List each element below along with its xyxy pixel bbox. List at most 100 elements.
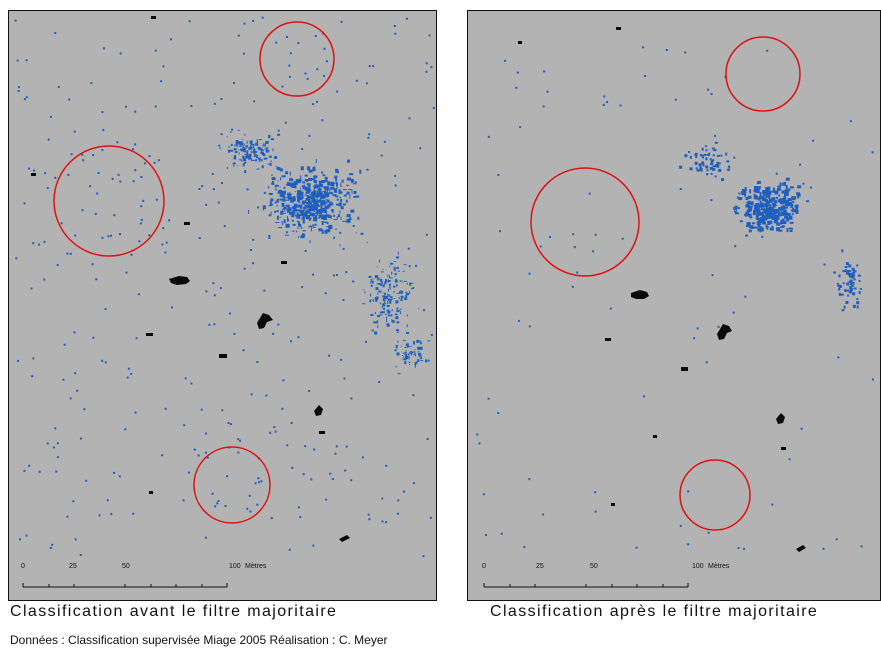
blue-pixel: [230, 131, 232, 133]
black-patch: [314, 405, 323, 416]
blue-pixel: [781, 218, 785, 223]
blue-pixel: [397, 512, 399, 515]
blue-pixel: [157, 159, 160, 162]
blue-pixel: [797, 196, 800, 199]
blue-pixel: [288, 64, 291, 67]
blue-pixel: [260, 148, 263, 151]
blue-pixel: [274, 210, 277, 213]
blue-pixel: [142, 199, 145, 202]
blue-pixel: [394, 314, 398, 316]
blue-pixel: [759, 200, 762, 204]
blue-pixel: [309, 225, 312, 228]
blue-pixel: [25, 534, 28, 537]
blue-pixel: [138, 240, 141, 243]
blue-pixel: [324, 194, 328, 198]
blue-pixel: [783, 196, 787, 201]
blue-pixel: [102, 129, 105, 131]
blue-pixel: [269, 162, 272, 166]
blue-pixel: [219, 287, 222, 290]
blue-pixel: [250, 150, 252, 154]
blue-pixel: [265, 140, 269, 144]
blue-pixel: [758, 226, 762, 231]
blue-pixel: [390, 298, 394, 300]
blue-pixel: [782, 221, 787, 224]
blue-pixel: [43, 240, 46, 243]
blue-pixel: [762, 221, 766, 225]
blue-pixel: [688, 151, 691, 153]
blue-pixel: [190, 105, 193, 107]
blue-pixel: [848, 280, 851, 283]
blue-pixel: [761, 195, 764, 200]
blue-pixel: [425, 359, 428, 363]
blue-pixel: [250, 249, 252, 251]
blue-pixel: [331, 478, 334, 480]
blue-pixel: [385, 279, 387, 283]
blue-pixel: [773, 209, 778, 213]
blue-pixel: [334, 188, 337, 193]
blue-pixel: [296, 179, 301, 184]
blue-pixel: [594, 233, 597, 236]
blue-pixel: [398, 291, 400, 294]
map-caption-after: Classification après le filtre majoritai…: [490, 603, 819, 620]
blue-pixel: [751, 225, 754, 230]
blue-pixel: [708, 152, 711, 155]
blue-pixel: [56, 456, 59, 459]
black-patch: [605, 338, 611, 341]
blue-pixel: [370, 314, 374, 316]
blue-pixel: [275, 200, 277, 203]
blue-pixel: [313, 185, 315, 190]
blue-pixel: [309, 240, 311, 244]
blue-pixel: [218, 144, 221, 147]
blue-pixel: [712, 154, 715, 157]
blue-pixel: [845, 301, 849, 304]
blue-pixel: [286, 36, 288, 38]
blue-pixel: [335, 176, 338, 181]
blue-pixel: [800, 427, 803, 430]
blue-pixel: [371, 329, 374, 332]
blue-pixel: [322, 186, 324, 188]
blue-pixel: [823, 263, 826, 266]
blue-pixel: [243, 22, 246, 25]
blue-pixel: [705, 145, 708, 148]
blue-pixel: [791, 196, 796, 201]
blue-pixel: [398, 270, 400, 272]
blue-pixel: [254, 482, 257, 485]
blue-pixel: [427, 340, 431, 342]
blue-pixel: [388, 308, 389, 310]
blue-pixel: [846, 282, 850, 286]
blue-pixel: [301, 210, 305, 211]
blue-pixel: [399, 308, 402, 310]
blue-pixel: [68, 98, 71, 101]
blue-pixel: [211, 492, 214, 495]
blue-pixel: [299, 214, 301, 219]
blue-pixel: [314, 215, 317, 220]
blue-pixel: [313, 194, 317, 196]
blue-pixel: [837, 356, 840, 359]
blue-pixel: [378, 277, 380, 280]
blue-pixel: [221, 409, 224, 412]
blue-pixel: [788, 188, 791, 192]
blue-pixel: [387, 274, 389, 277]
blue-pixel: [275, 165, 277, 167]
blue-pixel: [286, 444, 289, 447]
blue-pixel: [187, 471, 190, 474]
blue-pixel: [309, 207, 313, 212]
blue-pixel: [389, 299, 392, 301]
blue-pixel: [377, 275, 379, 279]
blue-pixel: [769, 212, 774, 215]
blue-pixel: [38, 243, 41, 246]
blue-pixel: [786, 218, 790, 222]
blue-pixel: [234, 155, 237, 158]
blue-pixel: [323, 74, 325, 77]
blue-pixel: [396, 310, 400, 313]
blue-pixel: [331, 209, 334, 212]
blue-pixel: [851, 267, 855, 271]
blue-pixel: [320, 194, 323, 199]
blue-pixel: [404, 352, 407, 353]
blue-pixel: [749, 216, 753, 219]
scale-tick-label: 25: [69, 563, 77, 570]
blue-pixel: [316, 68, 319, 71]
blue-pixel: [476, 433, 479, 436]
blue-pixel: [268, 214, 271, 217]
blue-pixel: [539, 245, 542, 248]
